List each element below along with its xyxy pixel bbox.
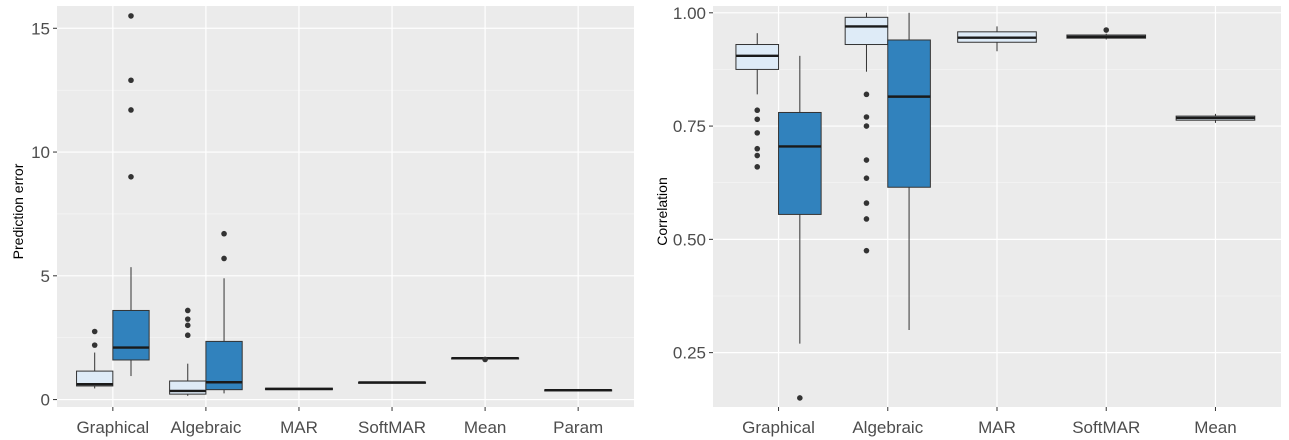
outlier-point — [863, 157, 870, 163]
box-algebraic-light — [844, 12, 889, 254]
y-axis-title: Correlation — [654, 177, 670, 245]
box-algebraic-light — [169, 307, 207, 396]
box-body — [844, 16, 889, 46]
outlier-point — [91, 342, 98, 348]
y-tick-label: 5 — [41, 267, 50, 286]
x-tick-label-softmar: SoftMAR — [358, 418, 426, 437]
correlation-panel: 0.25 0.50 0.75 1.00 Graphical Algebraic MAR Sof… — [654, 4, 1281, 437]
x-tick-label-algebraic: Algebraic — [852, 418, 923, 437]
outlier-point — [221, 255, 227, 262]
y-tick-label: 15 — [31, 19, 50, 38]
outlier-point — [482, 356, 488, 363]
box-body — [887, 39, 931, 188]
outlier-point — [184, 332, 191, 339]
outlier-point — [184, 307, 191, 314]
outlier-point — [863, 175, 870, 181]
box-graphical-dark — [112, 13, 150, 377]
outlier-point — [863, 91, 870, 98]
box-graphical-light — [735, 33, 780, 170]
y-axis-title: Prediction error — [10, 163, 26, 259]
outlier-point — [91, 328, 98, 335]
box-body — [76, 370, 114, 387]
x-tick-label-mean: Mean — [1194, 418, 1237, 437]
x-tick-label-graphical: Graphical — [742, 418, 815, 437]
box-softmar-single — [1066, 27, 1147, 40]
x-tick-label-mar: MAR — [978, 418, 1016, 437]
x-tick-label-param: Param — [553, 418, 603, 437]
outlier-point — [128, 173, 134, 180]
outlier-point — [797, 395, 803, 401]
outlier-point — [1103, 27, 1110, 33]
outlier-point — [754, 145, 761, 152]
outlier-point — [128, 13, 134, 19]
outlier-point — [863, 114, 870, 120]
box-softmar-single — [358, 381, 427, 384]
outlier-point — [754, 164, 761, 170]
y-tick-label: 10 — [31, 143, 50, 162]
x-tick-label-mar: MAR — [280, 418, 318, 437]
prediction-error-panel: 0 5 10 15 Graphical Algebraic MAR SoftMAR Mean Pa… — [10, 6, 634, 437]
outlier-point — [128, 107, 134, 113]
outlier-point — [754, 152, 761, 159]
box-body — [169, 380, 207, 395]
box-body — [778, 111, 822, 215]
outlier-point — [863, 216, 870, 222]
box-body — [112, 309, 150, 361]
y-tick-label: 0.75 — [673, 117, 706, 136]
outlier-point — [754, 116, 761, 123]
outlier-point — [128, 77, 134, 84]
box-mean-single — [1175, 113, 1256, 123]
panel-background — [57, 6, 634, 407]
x-tick-label-softmar: SoftMAR — [1072, 418, 1140, 437]
box-graphical-light — [76, 328, 114, 389]
y-tick-label: 1.00 — [673, 4, 706, 23]
y-tick-label: 0.25 — [673, 344, 706, 363]
box-param-single — [544, 388, 613, 392]
x-tick-label-graphical: Graphical — [76, 418, 149, 437]
x-tick-label-algebraic: Algebraic — [170, 418, 241, 437]
box-mar-single — [264, 387, 333, 391]
box-graphical-dark — [778, 55, 822, 401]
box-algebraic-dark — [205, 230, 243, 394]
outlier-point — [863, 200, 870, 206]
outlier-point — [754, 107, 761, 114]
outlier-point — [863, 123, 870, 129]
outlier-point — [863, 247, 870, 254]
outlier-point — [221, 230, 227, 237]
outlier-point — [184, 316, 191, 322]
box-mean-single — [451, 356, 520, 363]
outlier-point — [184, 322, 191, 329]
x-tick-label-mean: Mean — [464, 418, 507, 437]
outlier-point — [754, 130, 761, 136]
box-mar-single — [957, 26, 1037, 52]
box-algebraic-dark — [887, 12, 931, 330]
y-tick-label: 0.50 — [673, 230, 706, 249]
y-tick-label: 0 — [41, 391, 50, 410]
